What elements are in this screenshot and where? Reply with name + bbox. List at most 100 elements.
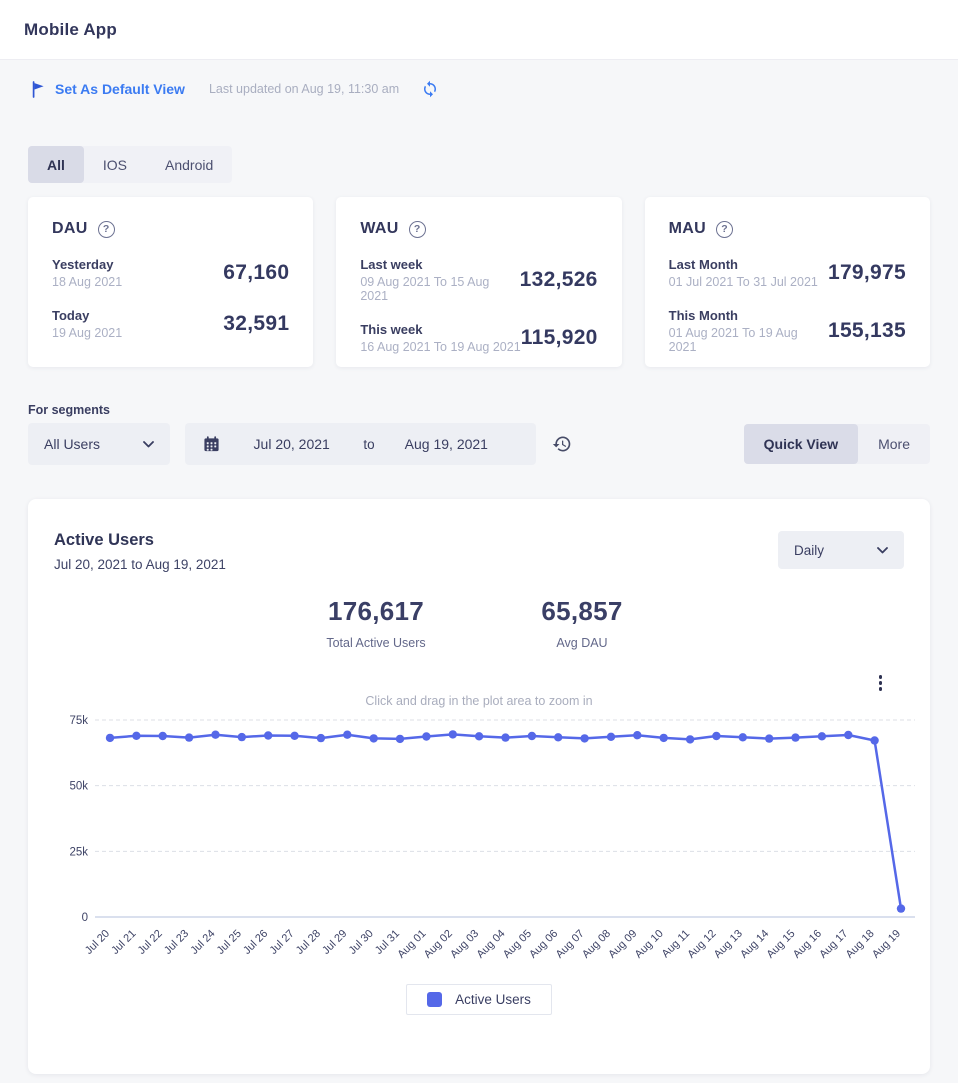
svg-text:Jul 22: Jul 22 [136, 928, 165, 957]
history-refresh-button[interactable] [552, 434, 572, 454]
metric-row: Last Month 01 Jul 2021 To 31 Jul 2021 17… [669, 257, 906, 289]
date-range-picker[interactable]: Jul 20, 2021 to Aug 19, 2021 [185, 423, 536, 465]
svg-text:0: 0 [82, 912, 88, 924]
tab-android[interactable]: Android [146, 146, 232, 183]
svg-text:75k: 75k [69, 715, 88, 727]
zoom-hint-text: Click and drag in the plot area to zoom … [365, 694, 593, 708]
chart-title: Active Users [54, 531, 154, 549]
svg-text:Jul 26: Jul 26 [241, 928, 270, 957]
metric-label: This Month [668, 308, 738, 323]
total-active-users-label: Total Active Users [326, 636, 426, 650]
chart-stats: 176,617 Total Active Users 65,857 Avg DA… [54, 596, 904, 650]
platform-tabs: All IOS Android [28, 146, 233, 183]
date-from-value[interactable]: Jul 20, 2021 [253, 436, 330, 452]
metric-cards-row: DAU ? Yesterday 18 Aug 2021 67,160 Today… [28, 197, 930, 367]
quick-view-button[interactable]: Quick View [743, 424, 859, 464]
chevron-down-icon [877, 546, 888, 554]
svg-text:Aug 15: Aug 15 [764, 928, 797, 961]
dau-card: DAU ? Yesterday 18 Aug 2021 67,160 Today… [28, 197, 314, 367]
set-default-view-button[interactable]: Set As Default View [31, 80, 185, 98]
help-icon[interactable]: ? [716, 220, 733, 238]
date-to-value[interactable]: Aug 19, 2021 [404, 436, 488, 452]
filters-row: All Users Jul 20, 2021 to Aug 19, [28, 423, 930, 465]
kebab-icon [878, 675, 882, 679]
kebab-icon [878, 687, 882, 691]
wau-card: WAU ? Last week 09 Aug 2021 To 15 Aug 20… [336, 197, 622, 367]
svg-text:Jul 29: Jul 29 [320, 928, 349, 957]
svg-text:Aug 07: Aug 07 [554, 928, 587, 961]
svg-text:Jul 21: Jul 21 [109, 928, 138, 957]
chevron-down-icon [143, 440, 154, 448]
last-updated-text: Last updated on Aug 19, 11:30 am [208, 82, 400, 96]
segment-select-value: All Users [44, 436, 101, 452]
svg-text:Jul 20: Jul 20 [83, 928, 112, 957]
avg-dau-label: Avg DAU [556, 636, 608, 650]
svg-text:Aug 01: Aug 01 [395, 928, 428, 961]
segment-select[interactable]: All Users [28, 423, 170, 465]
granularity-select[interactable]: Daily [778, 531, 904, 569]
metric-period: 01 Jul 2021 To 31 Jul 2021 [668, 275, 818, 289]
metric-label: Last week [360, 257, 423, 272]
wau-card-title: WAU [360, 220, 399, 237]
more-button[interactable]: More [858, 424, 930, 464]
legend-active-users[interactable]: Active Users [406, 984, 552, 1015]
svg-text:Aug 19: Aug 19 [870, 928, 903, 961]
svg-text:Jul 24: Jul 24 [188, 928, 217, 957]
svg-text:Jul 28: Jul 28 [294, 928, 323, 957]
for-segments-label: For segments [28, 403, 110, 417]
metric-period: 16 Aug 2021 To 19 Aug 2021 [360, 340, 521, 354]
svg-text:Aug 18: Aug 18 [844, 928, 877, 961]
metric-value: 179,975 [827, 261, 906, 284]
metric-value: 155,135 [827, 319, 906, 342]
svg-text:Jul 27: Jul 27 [267, 928, 296, 957]
metric-row: This week 16 Aug 2021 To 19 Aug 2021 115… [360, 322, 597, 354]
tab-ios[interactable]: IOS [84, 146, 146, 183]
chart-subtitle: Jul 20, 2021 to Aug 19, 2021 [54, 557, 226, 572]
legend-label: Active Users [455, 992, 531, 1007]
avg-dau-stat: 65,857 Avg DAU [507, 596, 657, 650]
svg-text:Aug 06: Aug 06 [527, 928, 560, 961]
app-header: Mobile App [0, 0, 958, 60]
toolbar: Set As Default View Last updated on Aug … [31, 76, 930, 102]
metric-label: Yesterday [52, 257, 114, 272]
metric-row: This Month 01 Aug 2021 To 19 Aug 2021 15… [669, 308, 906, 354]
metric-period: 18 Aug 2021 [52, 275, 123, 289]
total-active-users-stat: 176,617 Total Active Users [301, 596, 451, 650]
metric-value: 67,160 [223, 261, 290, 284]
dau-card-title: DAU [52, 220, 88, 237]
svg-text:Aug 17: Aug 17 [817, 928, 850, 961]
svg-text:Jul 30: Jul 30 [347, 928, 376, 957]
total-active-users-value: 176,617 [327, 596, 425, 626]
help-icon[interactable]: ? [408, 220, 426, 238]
page-title: Mobile App [24, 19, 117, 39]
chart-menu-button[interactable] [875, 671, 887, 695]
date-to-word: to [363, 436, 375, 452]
mau-card: MAU ? Last Month 01 Jul 2021 To 31 Jul 2… [644, 197, 930, 367]
help-icon[interactable]: ? [97, 220, 115, 238]
view-toggle: Quick View More [743, 424, 930, 464]
mau-card-title: MAU [668, 220, 706, 237]
svg-text:Aug 10: Aug 10 [633, 928, 666, 961]
refresh-button[interactable] [421, 80, 439, 98]
metric-period: 09 Aug 2021 To 15 Aug 2021 [360, 275, 490, 303]
svg-text:Aug 12: Aug 12 [685, 928, 718, 961]
avg-dau-value: 65,857 [541, 596, 623, 626]
metric-value: 115,920 [520, 326, 598, 349]
metric-row: Yesterday 18 Aug 2021 67,160 [52, 257, 289, 289]
svg-text:Aug 02: Aug 02 [422, 928, 455, 961]
calendar-icon [203, 435, 220, 453]
svg-text:Aug 16: Aug 16 [791, 928, 824, 961]
active-users-card: Active Users Jul 20, 2021 to Aug 19, 202… [28, 499, 930, 1074]
granularity-value: Daily [794, 542, 825, 558]
metric-label: Today [52, 308, 90, 323]
svg-text:Aug 13: Aug 13 [712, 928, 745, 961]
svg-text:Jul 25: Jul 25 [215, 928, 244, 957]
flag-icon [31, 80, 46, 98]
svg-text:50k: 50k [69, 781, 88, 793]
metric-label: This week [360, 322, 423, 337]
svg-text:Aug 04: Aug 04 [474, 928, 507, 961]
tab-all[interactable]: All [28, 146, 84, 183]
svg-text:25k: 25k [69, 846, 88, 858]
svg-text:Aug 05: Aug 05 [501, 928, 534, 961]
